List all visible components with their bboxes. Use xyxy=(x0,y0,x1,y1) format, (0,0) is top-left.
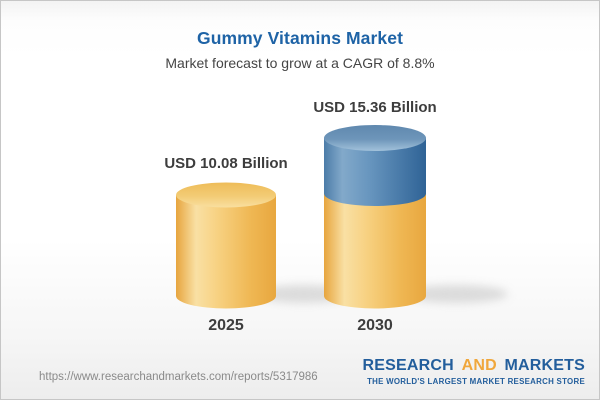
category-label-2030: 2030 xyxy=(357,317,393,334)
logo-wordmark: RESEARCH AND MARKETS xyxy=(363,357,585,375)
bar-2030-base-segment xyxy=(324,193,426,309)
chart-title: Gummy Vitamins Market xyxy=(196,28,404,48)
bar-2030-growth-segment xyxy=(324,138,426,206)
report-url-link[interactable]: https://www.researchandmarkets.com/repor… xyxy=(39,371,318,383)
logo-tagline: THE WORLD'S LARGEST MARKET RESEARCH STOR… xyxy=(367,377,585,386)
bar-2030-cylinder xyxy=(324,125,426,309)
bar-2030-shadow xyxy=(404,285,508,303)
research-and-markets-logo: RESEARCH AND MARKETS THE WORLD'S LARGEST… xyxy=(363,357,585,386)
value-label-2025: USD 10.08 Billion xyxy=(164,155,288,172)
category-label-2025: 2025 xyxy=(208,317,244,334)
logo-word-and: AND xyxy=(461,357,497,374)
value-label-2030: USD 15.36 Billion xyxy=(313,99,437,116)
bar-2030-top-face xyxy=(324,125,426,151)
bar-2025-cylinder xyxy=(176,182,276,309)
logo-word-markets: MARKETS xyxy=(504,357,585,374)
logo-word-research: RESEARCH xyxy=(362,357,454,374)
chart-subtitle: Market forecast to grow at a CAGR of 8.8… xyxy=(165,55,435,71)
